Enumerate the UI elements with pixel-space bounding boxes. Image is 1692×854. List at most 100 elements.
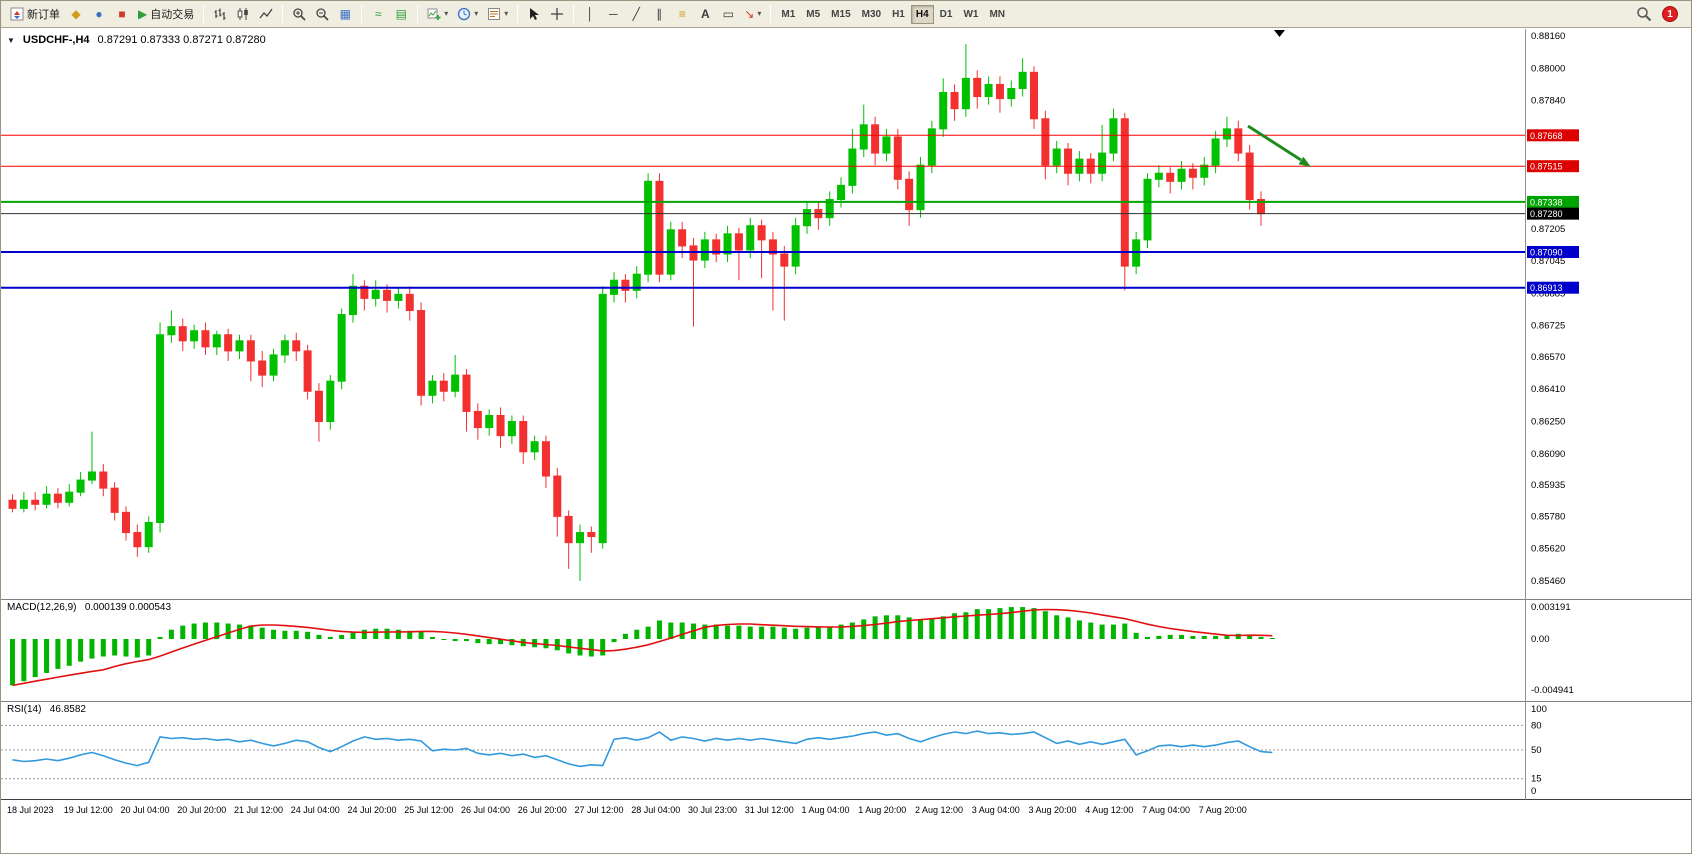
svg-text:0.86090: 0.86090 <box>1531 449 1565 460</box>
horizontal-line-icon: ─ <box>609 7 618 21</box>
tile-windows-button[interactable]: ▦ <box>334 4 356 25</box>
svg-text:0.88000: 0.88000 <box>1531 63 1565 74</box>
new-order-button[interactable]: 新订单 <box>6 4 64 25</box>
svg-text:80: 80 <box>1531 720 1542 731</box>
svg-text:20 Jul 20:00: 20 Jul 20:00 <box>177 805 226 815</box>
svg-text:0.86250: 0.86250 <box>1531 417 1565 428</box>
label-tool-icon: ▭ <box>722 7 734 21</box>
fibonacci-button[interactable]: ≡ <box>671 4 693 25</box>
svg-text:26 Jul 20:00: 26 Jul 20:00 <box>518 805 567 815</box>
candlestick-chart-icon <box>237 8 249 20</box>
clock-icon <box>458 7 471 21</box>
svg-text:25 Jul 12:00: 25 Jul 12:00 <box>404 805 453 815</box>
crosshair-button[interactable] <box>546 4 568 25</box>
svg-text:28 Jul 04:00: 28 Jul 04:00 <box>631 805 680 815</box>
navigator-button[interactable]: ■ <box>111 4 133 25</box>
new-order-label: 新订单 <box>27 9 60 21</box>
rsi-panel[interactable] <box>1 701 1525 799</box>
vertical-line-button[interactable]: │ <box>579 4 601 25</box>
svg-text:21 Jul 12:00: 21 Jul 12:00 <box>234 805 283 815</box>
market-watch-button[interactable]: ◆ <box>65 4 87 25</box>
macd-values: 0.000139 0.000543 <box>84 602 172 613</box>
time-axis[interactable] <box>1 799 1525 827</box>
timeframe-M1[interactable]: M1 <box>781 8 796 20</box>
channel-button[interactable]: ∥ <box>648 4 670 25</box>
svg-text:7 Aug 04:00: 7 Aug 04:00 <box>1142 805 1190 815</box>
macd-panel[interactable] <box>1 599 1525 701</box>
line-chart-icon <box>259 8 273 19</box>
templates-icon <box>488 8 501 20</box>
main-chart-plot[interactable] <box>1 29 1525 599</box>
trendline-button[interactable]: ╱ <box>625 4 647 25</box>
svg-text:0.85620: 0.85620 <box>1531 544 1565 555</box>
autotrade-button[interactable]: ▶ 自动交易 <box>134 4 198 25</box>
period-list-icon: ▤ <box>395 7 407 21</box>
arrows-tool-icon: ↘ <box>744 7 755 21</box>
svg-text:0.87205: 0.87205 <box>1531 224 1565 235</box>
timeframe-M5[interactable]: M5 <box>806 8 821 20</box>
toolbar-separator <box>203 5 205 23</box>
svg-text:0.86570: 0.86570 <box>1531 352 1565 363</box>
timeframe-D1[interactable]: D1 <box>939 8 953 20</box>
rsi-name: RSI(14) <box>7 704 42 715</box>
autotrade-play-icon: ▶ <box>138 7 148 21</box>
svg-text:18 Jul 2023: 18 Jul 2023 <box>7 805 54 815</box>
trendline-icon: ╱ <box>632 7 640 21</box>
svg-text:0.003191: 0.003191 <box>1531 602 1571 613</box>
svg-text:0.85460: 0.85460 <box>1531 576 1565 587</box>
dropdown-icon: ▾ <box>504 9 509 18</box>
svg-text:20 Jul 04:00: 20 Jul 04:00 <box>121 805 170 815</box>
svg-text:0.86725: 0.86725 <box>1531 321 1565 332</box>
timeframe-MN[interactable]: MN <box>989 8 1006 20</box>
timeframe-M30[interactable]: M30 <box>861 8 882 20</box>
svg-text:7 Aug 20:00: 7 Aug 20:00 <box>1199 805 1247 815</box>
period-list-button[interactable]: ▤ <box>390 4 412 25</box>
new-chart-button[interactable]: ▾ <box>423 4 452 25</box>
data-window-button[interactable]: ● <box>88 4 110 25</box>
svg-text:50: 50 <box>1531 745 1542 756</box>
svg-text:0.87515: 0.87515 <box>1530 162 1563 172</box>
autotrade-label: 自动交易 <box>150 9 195 21</box>
cursor-button[interactable] <box>523 4 545 25</box>
chart-canvas[interactable]: 0.88160 0.88000 0.87840 0.87205 0.87045 0.868… <box>1 29 1692 854</box>
svg-text:15: 15 <box>1531 774 1542 785</box>
price-axis[interactable] <box>1525 29 1691 799</box>
svg-text:3 Aug 04:00: 3 Aug 04:00 <box>972 805 1020 815</box>
fibonacci-icon: ≡ <box>678 7 686 21</box>
timeframe-W1[interactable]: W1 <box>963 8 979 20</box>
timeframe-H4[interactable]: H4 <box>910 4 934 24</box>
candlestick-chart-button[interactable] <box>232 4 254 25</box>
zoom-in-button[interactable] <box>288 4 310 25</box>
clock-button[interactable]: ▾ <box>453 4 482 25</box>
indicators-button[interactable]: ≈ <box>367 4 389 25</box>
market-watch-icon: ◆ <box>71 7 81 21</box>
svg-text:0.87338: 0.87338 <box>1530 197 1563 207</box>
notification-badge[interactable]: 1 <box>1662 6 1678 22</box>
text-tool-button[interactable]: A <box>694 4 716 25</box>
svg-text:24 Jul 20:00: 24 Jul 20:00 <box>348 805 397 815</box>
chart-menu-icon[interactable]: ▼ <box>7 35 15 45</box>
svg-text:0: 0 <box>1531 786 1536 797</box>
svg-text:1 Aug 04:00: 1 Aug 04:00 <box>802 805 850 815</box>
bar-chart-button[interactable] <box>209 4 231 25</box>
line-chart-button[interactable] <box>255 4 277 25</box>
timeframe-H1[interactable]: H1 <box>892 8 905 20</box>
chart-symbol-period: USDCHF-,H4 <box>22 34 90 46</box>
zoom-out-button[interactable] <box>311 4 333 25</box>
horizontal-line-button[interactable]: ─ <box>602 4 624 25</box>
arrows-tool-button[interactable]: ↘ ▾ <box>740 4 765 25</box>
timeframe-M15[interactable]: M15 <box>831 8 851 20</box>
new-order-icon <box>10 7 24 21</box>
search-icon[interactable] <box>1636 6 1652 22</box>
dropdown-icon: ▾ <box>444 9 449 18</box>
svg-text:0.85780: 0.85780 <box>1531 511 1565 522</box>
templates-button[interactable]: ▾ <box>483 4 512 25</box>
main-toolbar: 新订单 ◆ ● ■ ▶ 自动交易 <box>1 1 1691 28</box>
dropdown-icon: ▾ <box>474 9 479 18</box>
macd-indicator-label: MACD(12,26,9) 0.000139 0.000543 <box>7 602 171 613</box>
svg-text:0.86913: 0.86913 <box>1530 283 1563 293</box>
text-tool-icon: A <box>700 7 710 21</box>
svg-text:0.86410: 0.86410 <box>1531 384 1565 395</box>
toolbar-separator <box>517 5 519 23</box>
label-tool-button[interactable]: ▭ <box>717 4 739 25</box>
